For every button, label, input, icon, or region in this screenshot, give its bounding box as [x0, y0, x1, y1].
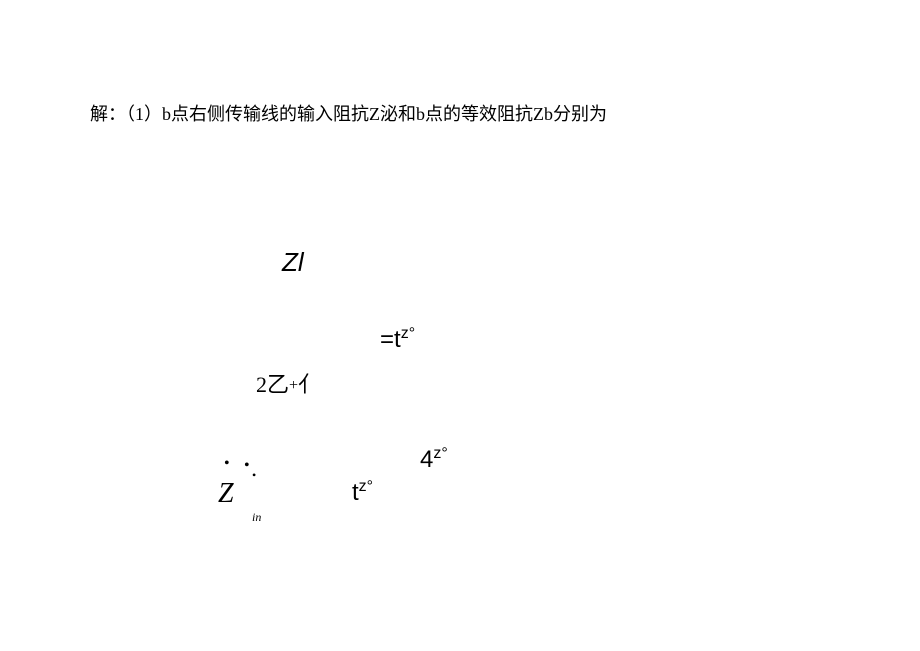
four-z0-sup: z° — [433, 445, 447, 462]
solution-heading: 解：（1）b点右侧传输线的输入阻抗Z泌和b点的等效阻抗Zb分别为 — [90, 100, 607, 126]
math-dot-2: • — [244, 457, 250, 475]
heading-text: 解：（1）b点右侧传输线的输入阻抗Z泌和b点的等效阻抗Zb分别为 — [90, 104, 607, 124]
dot2: • — [244, 457, 250, 474]
math-eq-tz0-prefix: =t — [380, 326, 401, 353]
math-zl: Zl — [282, 247, 304, 278]
math-tz0-b: tz° — [352, 478, 373, 507]
dot1: • — [224, 455, 230, 472]
four-z0-prefix: 4 — [420, 446, 433, 473]
math-plus: + — [289, 377, 298, 394]
tz0-b-prefix: t — [352, 479, 359, 506]
math-dot-3: • — [252, 468, 256, 483]
dot3: • — [252, 468, 256, 482]
math-zl-text: Zl — [282, 247, 304, 277]
sub-in-text: in — [252, 510, 261, 524]
math-eq-tz0-sup: z° — [401, 325, 415, 342]
math-dot-1: • — [224, 455, 230, 473]
math-big-z: Z — [218, 478, 234, 510]
math-ren: 亻 — [298, 372, 320, 397]
math-two-yi-row: 2乙+亻 — [256, 367, 320, 399]
math-eq-tz0-a: =tz° — [380, 325, 415, 354]
math-four-z0: 4z° — [420, 445, 448, 474]
math-sub-in: in — [252, 510, 261, 525]
math-yi: 乙 — [267, 372, 289, 397]
tz0-b-sup: z° — [359, 478, 373, 495]
math-two: 2 — [256, 372, 267, 397]
big-z-text: Z — [218, 478, 234, 509]
